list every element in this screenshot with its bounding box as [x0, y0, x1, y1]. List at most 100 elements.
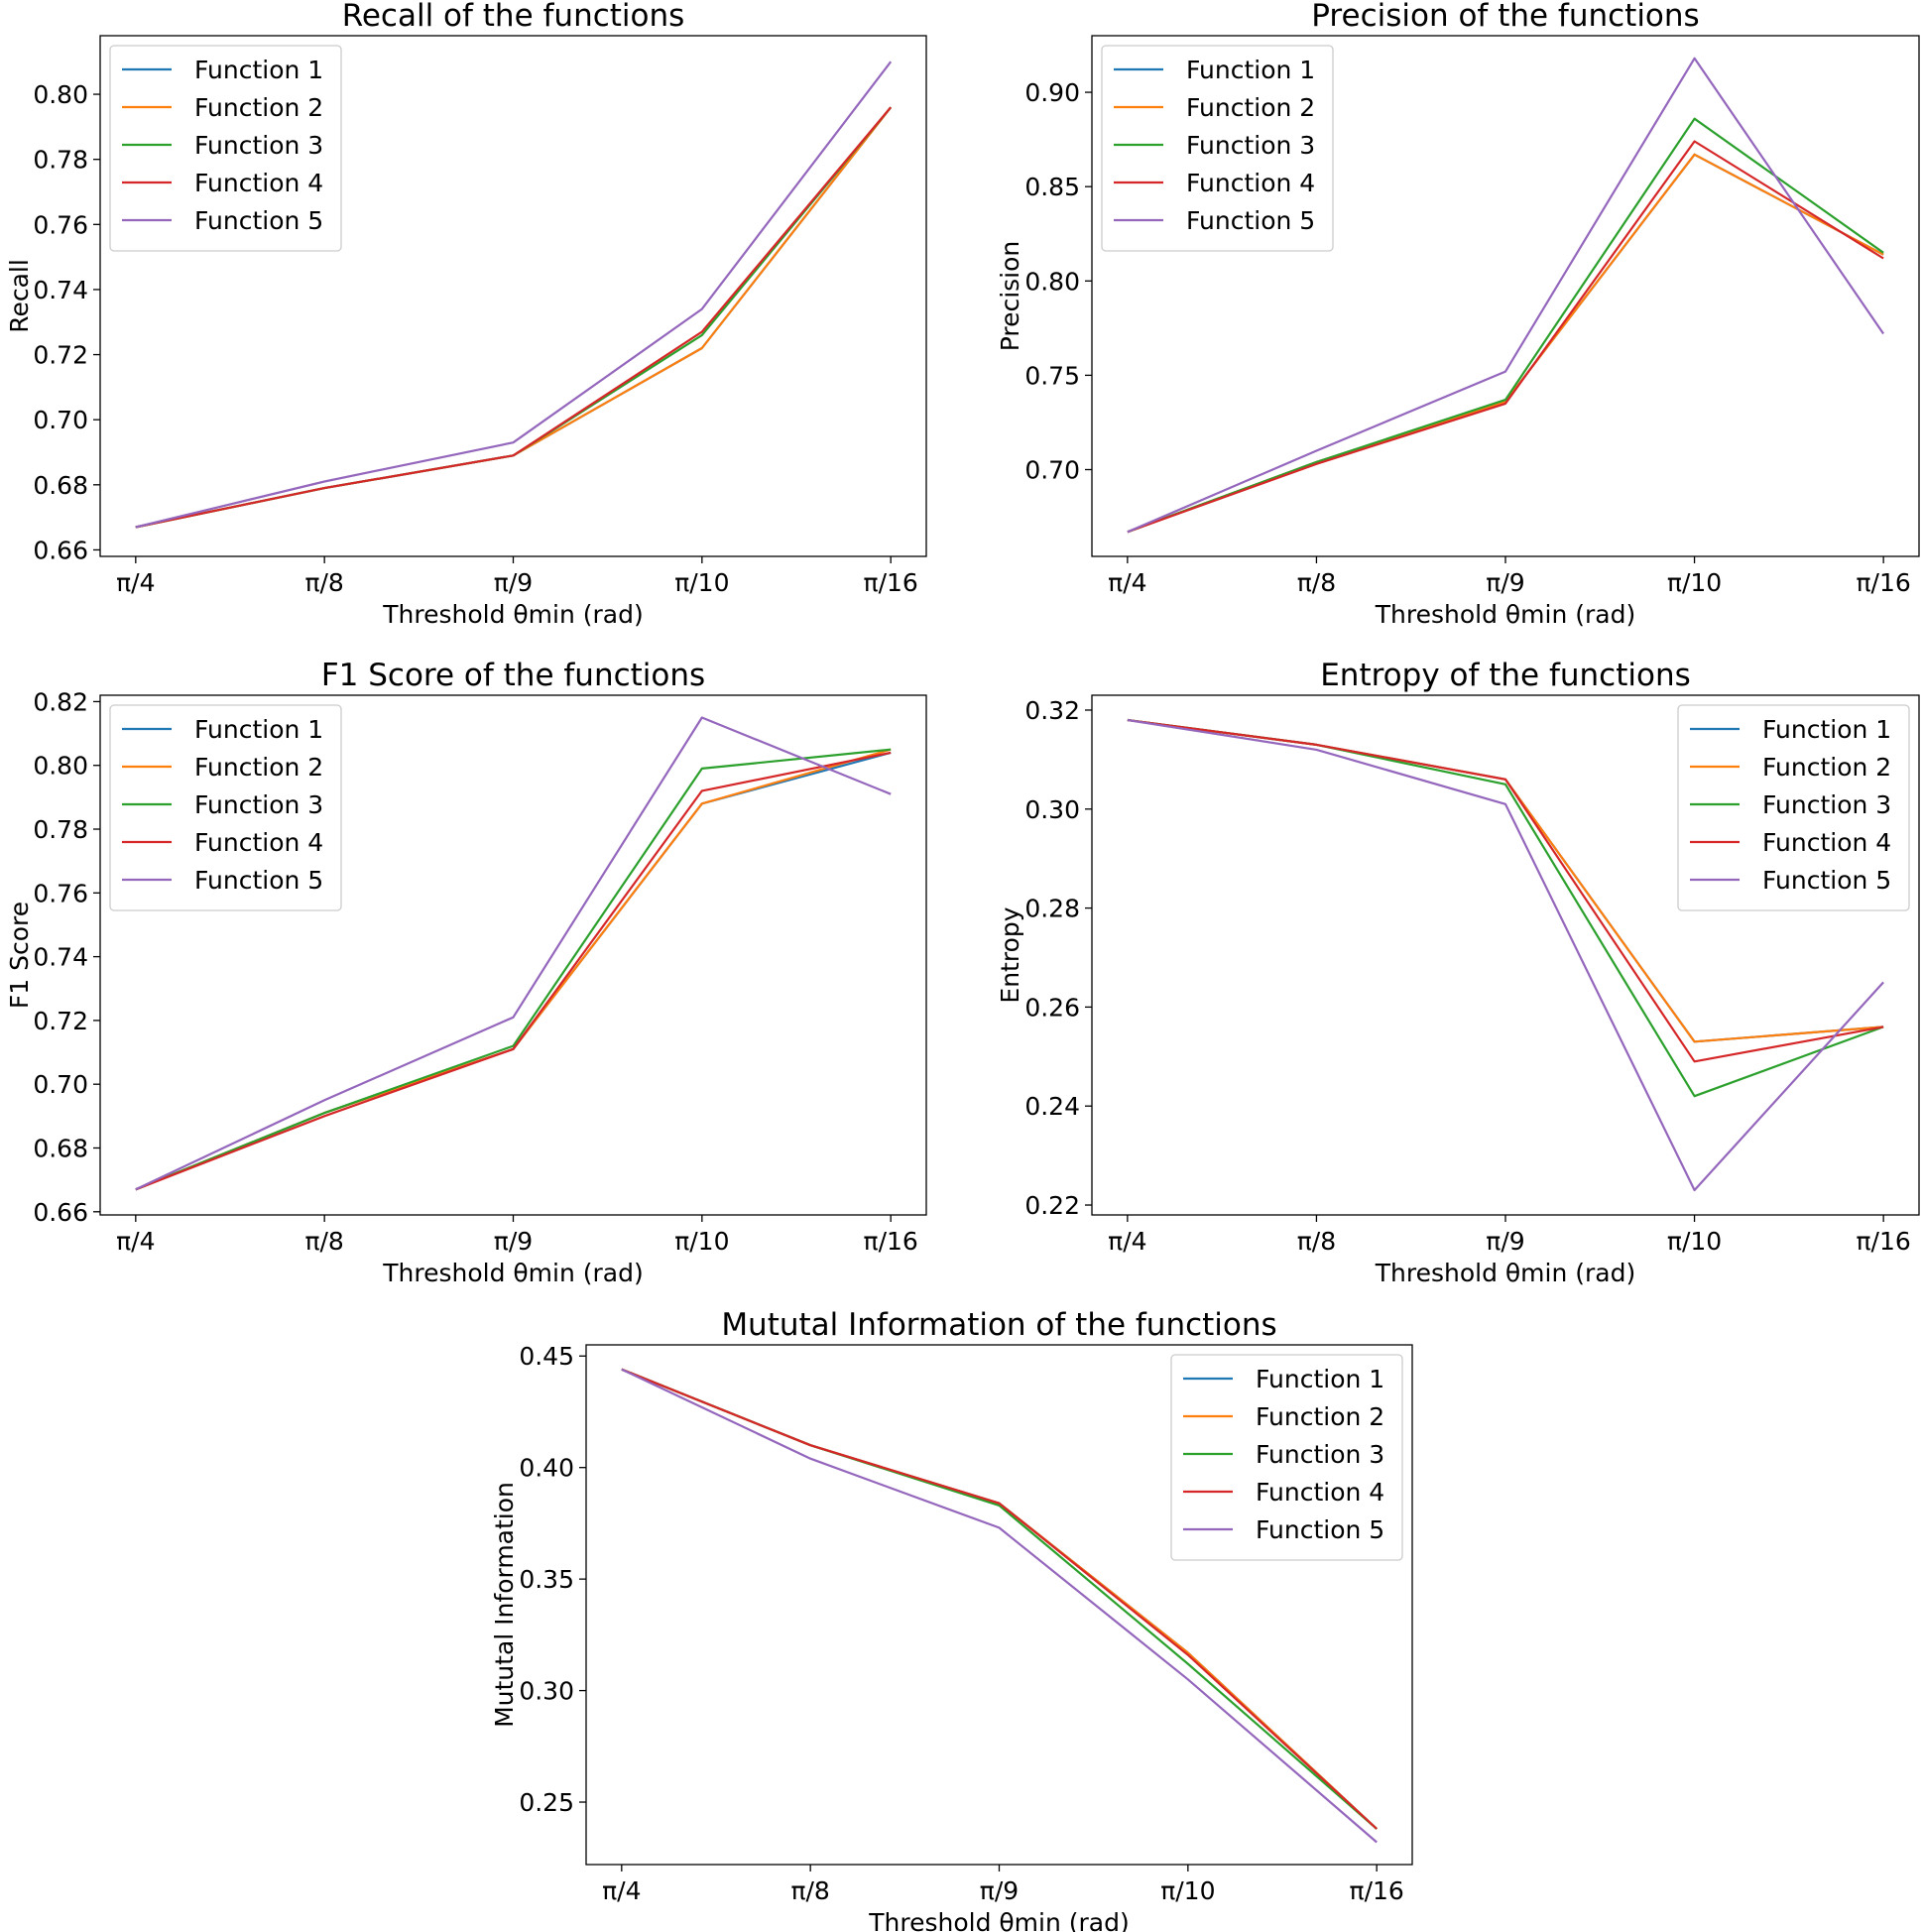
x-tick-label: π/8 [790, 1876, 829, 1905]
legend-label: Function 5 [1256, 1515, 1384, 1544]
series-line-function-5 [621, 1368, 1378, 1844]
x-tick-label: π/9 [980, 1876, 1019, 1905]
chart-panel: F1 Score of the functions π/4 π/8 π/9 π/10 π/… [5, 658, 927, 1287]
legend-label: Function 1 [194, 715, 323, 744]
y-tick-label: 0.80 [33, 752, 88, 781]
y-tick-label: 0.74 [33, 943, 88, 972]
series-line-function-5 [135, 60, 893, 529]
legend-label: Function 1 [1762, 715, 1891, 744]
x-axis-label: Threshold θmin (rad) [1375, 600, 1636, 629]
legend-box [1170, 1354, 1403, 1561]
chart-panel: Mututal Information of the functions π/4 π… [490, 1307, 1413, 1932]
chart-panel: Entropy of the functions π/4 π/8 π/9 π/10 π/1… [996, 658, 1920, 1287]
series-line-function-4 [135, 751, 892, 1191]
y-tick-label: 0.66 [33, 536, 88, 564]
series-line-function-3 [1127, 117, 1884, 534]
chart-panel: Precision of the functions π/4 π/8 π/9 π/10 π… [996, 0, 1920, 629]
y-tick-label: 0.32 [1024, 696, 1080, 725]
y-tick-label: 0.75 [1024, 361, 1080, 390]
chart-title: Precision of the functions [1311, 0, 1699, 34]
x-tick-label: π/16 [864, 568, 918, 597]
legend-label: Function 5 [194, 866, 323, 895]
series-line-function-4 [1127, 140, 1884, 534]
y-tick-label: 0.70 [1024, 456, 1080, 485]
x-tick-label: π/16 [864, 1227, 918, 1256]
legend-label: Function 2 [194, 93, 323, 122]
y-tick-label: 0.80 [33, 80, 88, 109]
x-tick-label: π/8 [1297, 1227, 1336, 1256]
series-line-function-5 [1127, 718, 1884, 1192]
y-tick-label: 0.72 [33, 1007, 88, 1035]
chart-title: Mututal Information of the functions [721, 1307, 1276, 1343]
x-tick-label: π/10 [1667, 1227, 1722, 1256]
y-tick-label: 0.26 [1024, 993, 1080, 1022]
y-tick-label: 0.30 [519, 1677, 574, 1706]
y-tick-label: 0.70 [33, 1070, 88, 1099]
y-tick-label: 0.74 [33, 276, 88, 304]
y-tick-label: 0.22 [1024, 1191, 1080, 1220]
legend-label: Function 1 [1186, 56, 1315, 84]
legend-label: Function 5 [1186, 206, 1315, 235]
y-tick-label: 0.24 [1024, 1092, 1080, 1121]
legend: Function 1 Function 2 Function 3 Function 4… [109, 45, 342, 252]
legend-label: Function 3 [1256, 1440, 1384, 1469]
axes-frame [1091, 35, 1920, 557]
x-tick-label: π/10 [674, 1227, 729, 1256]
y-tick-label: 0.76 [33, 210, 88, 239]
x-axis-label: Threshold θmin (rad) [1375, 1259, 1636, 1287]
series-line-function-5 [1127, 57, 1885, 534]
legend-label: Function 3 [194, 131, 323, 160]
x-tick-label: π/16 [1856, 568, 1910, 597]
legend-label: Function 5 [194, 206, 323, 235]
y-axis-label: Mututal Information [490, 1482, 519, 1728]
legend-label: Function 2 [1256, 1402, 1384, 1431]
x-tick-label: π/16 [1856, 1227, 1910, 1256]
y-tick-label: 0.72 [33, 341, 88, 370]
chart-panel: Recall of the functions π/4 π/8 π/9 π/10 π/16… [5, 0, 927, 629]
x-tick-label: π/8 [304, 568, 343, 597]
series-line-function-3 [135, 748, 892, 1191]
legend-label: Function 4 [194, 169, 323, 197]
y-tick-label: 0.85 [1024, 173, 1080, 201]
legend: Function 1 Function 2 Function 3 Function 4… [1101, 45, 1334, 252]
chart-title: Entropy of the functions [1320, 658, 1691, 693]
x-tick-label: π/8 [1297, 568, 1336, 597]
legend-box [109, 704, 342, 911]
legend-label: Function 2 [1186, 93, 1315, 122]
y-tick-label: 0.78 [33, 815, 88, 844]
x-axis-label: Threshold θmin (rad) [382, 1259, 644, 1287]
y-tick-label: 0.25 [519, 1788, 574, 1817]
y-tick-label: 0.68 [33, 471, 88, 500]
y-axis-label: Recall [5, 259, 34, 333]
legend-label: Function 2 [1762, 753, 1891, 782]
legend-label: Function 4 [1762, 828, 1891, 857]
y-axis-label: F1 Score [5, 902, 34, 1009]
legend-box [1677, 704, 1910, 911]
x-tick-label: π/4 [1108, 1227, 1146, 1256]
x-tick-label: π/9 [494, 1227, 533, 1256]
y-axis-label: Precision [996, 241, 1024, 352]
y-tick-label: 0.66 [33, 1198, 88, 1227]
series-line-function-4 [621, 1368, 1378, 1830]
legend-label: Function 3 [1762, 790, 1891, 819]
x-tick-label: π/4 [116, 1227, 155, 1256]
y-tick-label: 0.40 [519, 1454, 574, 1483]
axes-frame [1091, 694, 1920, 1216]
axes-frame [585, 1344, 1413, 1866]
x-axis-label: Threshold θmin (rad) [868, 1908, 1130, 1932]
y-tick-label: 0.28 [1024, 895, 1080, 923]
legend-label: Function 1 [1256, 1365, 1384, 1393]
x-tick-label: π/16 [1350, 1876, 1404, 1905]
x-tick-label: π/4 [116, 568, 155, 597]
x-tick-label: π/4 [1108, 568, 1146, 597]
y-tick-label: 0.90 [1024, 78, 1080, 107]
legend-label: Function 3 [194, 790, 323, 819]
y-tick-label: 0.35 [519, 1565, 574, 1594]
y-tick-label: 0.70 [33, 406, 88, 434]
axes-frame [99, 35, 927, 557]
x-tick-label: π/9 [1486, 568, 1524, 597]
x-tick-label: π/8 [304, 1227, 343, 1256]
y-tick-label: 0.82 [33, 687, 88, 716]
x-tick-label: π/10 [674, 568, 729, 597]
y-tick-label: 0.78 [33, 146, 88, 175]
